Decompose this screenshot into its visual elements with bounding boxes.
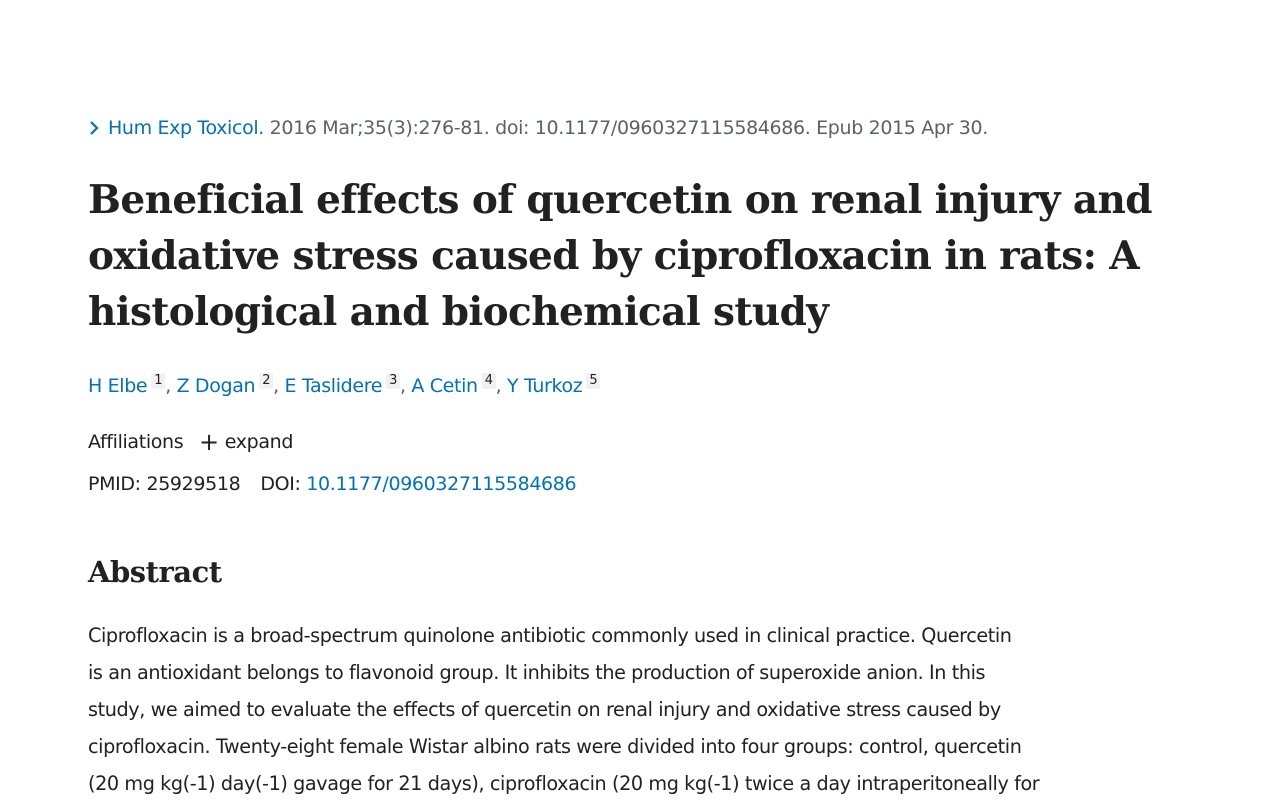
- author-link[interactable]: Y Turkoz: [507, 375, 583, 397]
- abstract-line: is an antioxidant belongs to flavonoid g…: [88, 661, 986, 684]
- doi-label: DOI:: [260, 473, 301, 495]
- abstract-line: study, we aimed to evaluate the effects …: [88, 698, 1001, 721]
- expand-label: expand: [224, 431, 294, 453]
- article-title: Beneficial effects of quercetin on renal…: [88, 177, 1153, 335]
- author-link[interactable]: E Taslidere: [284, 375, 383, 397]
- affiliation-ref[interactable]: 1: [151, 373, 166, 389]
- journal-citation: Hum Exp Toxicol. 2016 Mar;35(3):276-81. …: [88, 113, 988, 143]
- chevron-right-icon[interactable]: [88, 113, 108, 143]
- abstract-line: ciprofloxacin. Twenty-eight female Wista…: [88, 735, 1022, 758]
- citation-details: 2016 Mar;35(3):276-81. doi: 10.1177/0960…: [263, 117, 989, 139]
- separator: ,: [273, 375, 285, 397]
- author-link[interactable]: A Cetin: [411, 375, 478, 397]
- affiliation-ref[interactable]: 2: [259, 373, 274, 389]
- separator: ,: [400, 375, 412, 397]
- affiliation-ref[interactable]: 5: [586, 373, 601, 389]
- author-link[interactable]: Z Dogan: [176, 375, 256, 397]
- abstract-body: Ciprofloxacin is a broad-spectrum quinol…: [88, 617, 1198, 802]
- separator: ,: [165, 375, 177, 397]
- doi-link[interactable]: 10.1177/0960327115584686: [306, 473, 577, 495]
- author-link[interactable]: H Elbe: [88, 375, 148, 397]
- expand-affiliations-button[interactable]: + expand: [198, 428, 294, 456]
- affiliations-label: Affiliations: [88, 431, 184, 453]
- pmid-label: PMID:: [88, 473, 141, 495]
- authors-list: H Elbe 1, Z Dogan 2, E Taslidere 3, A Cetin…: [88, 371, 601, 401]
- separator: ,: [495, 375, 508, 397]
- affiliations-row: Affiliations + expand: [88, 427, 293, 457]
- abstract-line: (20 mg kg(-1) day(-1) gavage for 21 days…: [88, 772, 1040, 795]
- affiliation-ref[interactable]: 4: [481, 373, 496, 389]
- pmid-value: 25929518: [146, 473, 241, 495]
- journal-link[interactable]: Hum Exp Toxicol.: [108, 117, 264, 139]
- affiliation-ref[interactable]: 3: [386, 373, 401, 389]
- plus-icon: +: [198, 428, 219, 456]
- abstract-heading: Abstract: [88, 555, 222, 589]
- abstract-line: Ciprofloxacin is a broad-spectrum quinol…: [88, 624, 1012, 647]
- identifiers-row: PMID: 25929518 DOI: 10.1177/0960327115584…: [88, 469, 577, 499]
